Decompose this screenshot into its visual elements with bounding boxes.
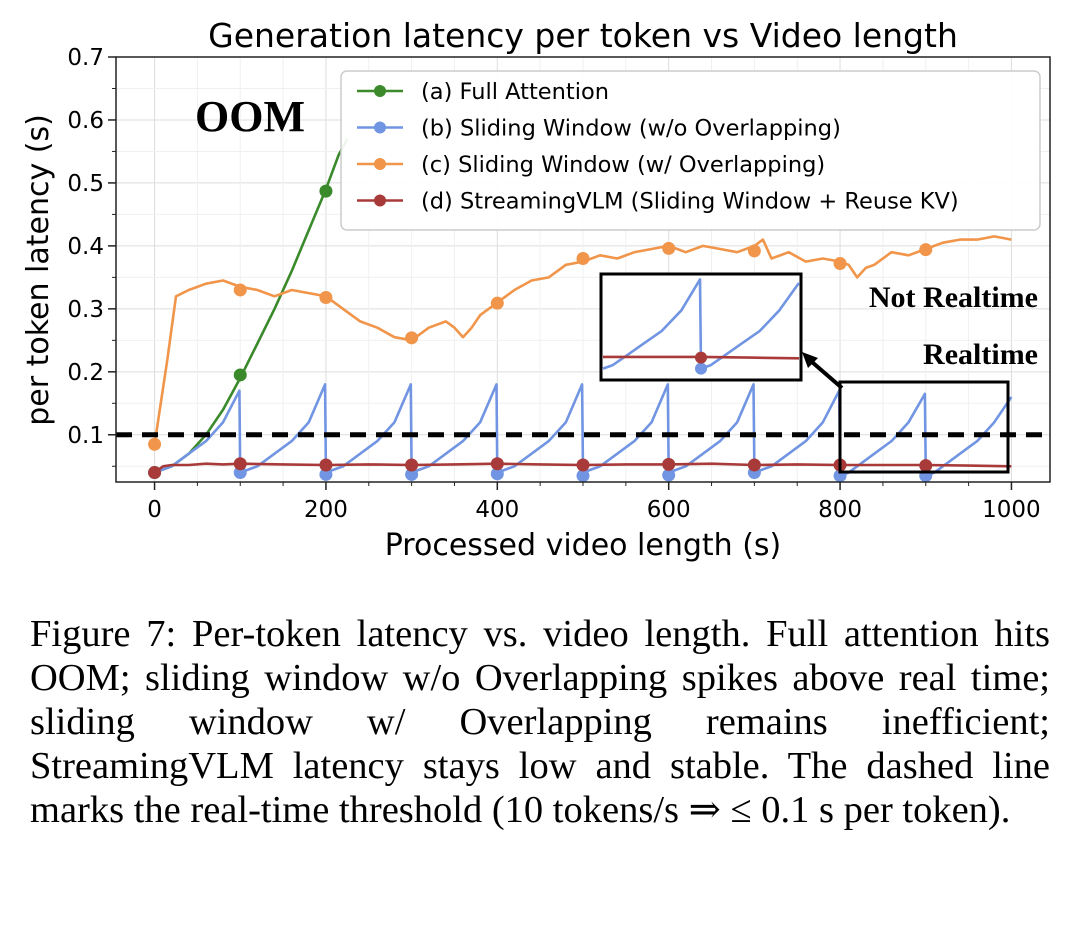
data-point (662, 457, 676, 471)
legend-item: (d) StreamingVLM (Sliding Window + Reuse… (357, 189, 959, 215)
inset-data-point (695, 351, 707, 364)
zoom-source-box (838, 380, 1010, 474)
data-point (319, 458, 333, 472)
data-point (319, 467, 333, 481)
y-axis-label: per token latency (s) (21, 114, 56, 426)
legend-marker (374, 194, 386, 207)
legend-label: (a) Full Attention (421, 79, 609, 105)
legend-item: (a) Full Attention (357, 79, 609, 105)
x-tick-label: 0 (147, 497, 162, 523)
zoom-arrow (810, 360, 844, 390)
series-line (154, 383, 1013, 478)
chart-title: Generation latency per token vs Video le… (208, 16, 958, 55)
data-point (662, 241, 676, 255)
data-point (576, 251, 590, 265)
series-3 (148, 235, 1012, 451)
data-point (233, 457, 247, 471)
zoom-inset: Not Realtime Realtime (599, 272, 1038, 474)
data-point (490, 296, 504, 310)
data-point (919, 243, 933, 257)
data-point (490, 467, 504, 481)
data-point (148, 466, 162, 480)
x-tick-label: 800 (818, 497, 862, 523)
legend-marker (374, 158, 386, 170)
x-axis-label: Processed video length (s) (385, 528, 782, 563)
legend-label: (d) StreamingVLM (Sliding Window + Reuse… (421, 189, 959, 215)
y-tick-label: 0.3 (67, 297, 104, 323)
legend-label: (c) Sliding Window (w/ Overlapping) (421, 152, 825, 178)
legend-label: (b) Sliding Window (w/o Overlapping) (421, 116, 841, 142)
zoom-arrowhead (802, 352, 818, 368)
series-2 (148, 383, 1013, 483)
data-point (576, 458, 590, 472)
data-point (233, 283, 247, 297)
axis-ticks: 0 200 400 600 800 1000 0.1 0.2 0.3 0.4 0.5 0.6 0.7 (67, 45, 1040, 523)
y-tick-label: 0.4 (67, 234, 104, 260)
zoom-inset-content (602, 278, 801, 375)
data-point (148, 437, 162, 451)
x-tick-label: 600 (647, 497, 691, 523)
x-tick-label: 200 (304, 497, 348, 523)
latency-chart: Generation latency per token vs Video le… (21, 16, 1051, 563)
y-tick-label: 0.6 (67, 108, 104, 134)
legend-marker (374, 121, 386, 134)
data-point (490, 457, 504, 471)
realtime-label: Realtime (923, 338, 1038, 371)
legend-marker (374, 85, 386, 97)
y-tick-label: 0.7 (67, 45, 104, 71)
data-point (405, 331, 419, 345)
data-point (919, 459, 933, 473)
data-point (662, 468, 676, 482)
y-tick-label: 0.2 (67, 360, 104, 386)
x-tick-label: 1000 (982, 497, 1041, 523)
y-tick-label: 0.5 (67, 171, 104, 197)
legend-box (340, 70, 1041, 231)
data-point (833, 257, 847, 271)
data-point (405, 467, 419, 481)
not-realtime-label: Not Realtime (869, 281, 1038, 314)
data-point (319, 184, 333, 198)
y-tick-label: 0.1 (67, 423, 104, 449)
data-point (576, 469, 590, 483)
legend-item: (b) Sliding Window (w/o Overlapping) (357, 116, 841, 142)
data-point (747, 458, 761, 472)
oom-annotation: OOM (195, 92, 305, 141)
data-point (747, 244, 761, 258)
series-layer (148, 138, 1013, 483)
data-point (233, 368, 247, 382)
data-point (319, 291, 333, 305)
inset-data-point (695, 362, 707, 375)
figure-caption: Figure 7: Per-token latency vs. video le… (30, 613, 1050, 831)
legend-item: (c) Sliding Window (w/ Overlapping) (357, 152, 825, 178)
legend: (a) Full Attention (b) Sliding Window (w/… (340, 70, 1041, 231)
x-tick-label: 400 (475, 497, 519, 523)
data-point (405, 458, 419, 472)
